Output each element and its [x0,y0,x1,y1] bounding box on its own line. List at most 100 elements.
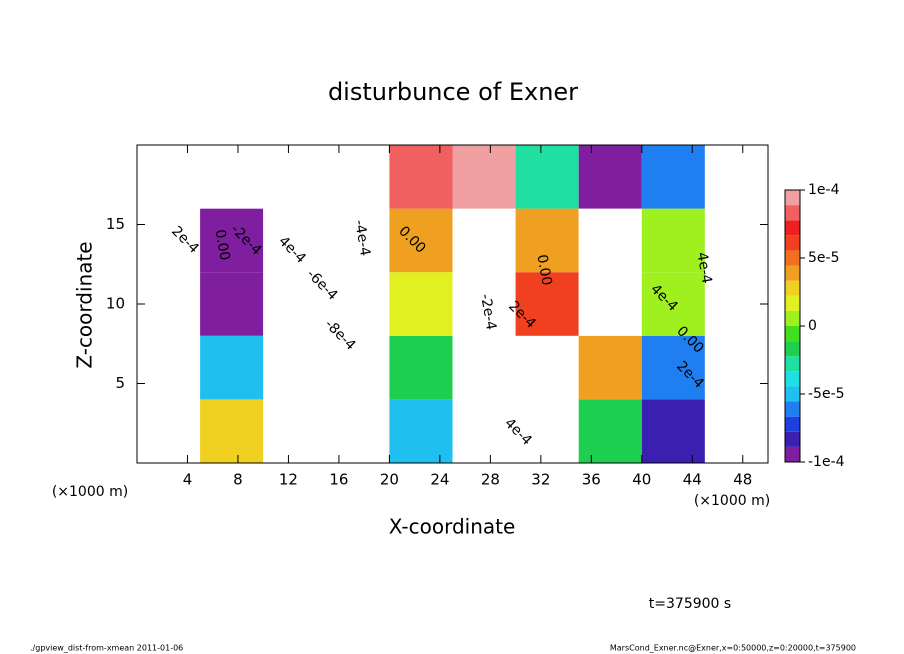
cell [200,208,264,273]
x-tick-label: 8 [233,471,243,489]
cell [326,399,390,463]
cell [704,399,768,463]
colorbar-segment [785,416,800,432]
cell [641,272,705,336]
colorbar-tick-label: -1e-4 [808,454,845,470]
colorbar-segment [785,431,800,447]
cell [326,208,390,273]
colorbar-tick-label: 1e-4 [808,182,840,198]
cell [452,399,516,463]
colorbar-segment [785,220,800,236]
cell [578,272,642,336]
cell [263,145,327,209]
x-tick-label: 32 [531,471,550,489]
cell [389,335,453,400]
colorbar-segment [785,356,800,372]
time-label: t=375900 s [649,596,731,612]
y-tick-label: 15 [106,215,125,233]
cell [263,272,327,336]
cell [452,208,516,273]
contour-label: 0.00 [211,228,232,261]
cell [641,335,705,400]
colorbar-segment [785,235,800,251]
cell [515,145,579,209]
cell [452,272,516,336]
cell [578,335,642,400]
cell [389,399,453,463]
cell [389,272,453,336]
colorbar-segment [785,371,800,387]
cell [263,399,327,463]
colorbar-tick-label: -5e-5 [808,386,845,402]
cell [200,145,264,209]
cell [326,335,390,400]
y-axis-title: Z-coordinate [73,241,97,368]
cell [578,145,642,209]
x-tick-label: 20 [380,471,399,489]
colorbar-segment [785,280,800,296]
footer-left: ./gpview_dist-from-xmean 2011-01-06 [30,644,183,653]
x-tick-label: 48 [733,471,752,489]
cell [326,145,390,209]
cell [704,272,768,336]
cell [704,145,768,209]
x-axis-title: X-coordinate [389,515,516,539]
cell [137,399,201,463]
contour-label: 0.00 [533,253,554,286]
colorbar-segment [785,190,800,206]
colorbar-segment [785,265,800,281]
colorbar-segment [785,446,800,462]
x-tick-label: 44 [683,471,702,489]
cell [263,208,327,273]
colorbar-segment [785,250,800,266]
contour-label: -4e-4 [351,219,373,258]
colorbar-segment [785,310,800,326]
cell [641,145,705,209]
cell [641,208,705,273]
cell [137,145,201,209]
cell [704,208,768,273]
cell [137,208,201,273]
colorbar-segment [785,326,800,342]
cell [578,399,642,463]
x-tick-label: 24 [430,471,449,489]
cell [515,208,579,273]
cell [452,145,516,209]
y-unit: (×1000 m) [52,484,128,500]
x-tick-label: 40 [632,471,651,489]
cell [389,145,453,209]
x-tick-label: 16 [329,471,348,489]
cell [515,272,579,336]
colorbar-tick-label: 0 [808,318,817,334]
cell [137,335,201,400]
y-tick-label: 10 [106,295,125,313]
colorbar-segment [785,205,800,221]
contour-label: 4e-4 [693,251,714,285]
colorbar-segment [785,401,800,417]
x-unit: (×1000 m) [694,493,770,509]
x-tick-label: 28 [481,471,500,489]
colorbar-segment [785,295,800,311]
colorbar-tick-label: 5e-5 [808,250,839,266]
chart-title: disturbunce of Exner [328,78,578,106]
cell [137,272,201,336]
cell [452,335,516,400]
cell [704,335,768,400]
cell [578,208,642,273]
cell [515,399,579,463]
y-tick-label: 5 [115,374,125,392]
cell [200,272,264,336]
cell [263,335,327,400]
cell [200,335,264,400]
colorbar-segment [785,341,800,357]
cell [200,399,264,463]
x-tick-label: 4 [183,471,193,489]
cell [641,399,705,463]
colorbar-segment [785,386,800,402]
contour-label: -2e-4 [477,293,499,332]
footer-right: MarsCond_Exner.nc@Exner,x=0:50000,z=0:20… [610,644,856,653]
cell [515,335,579,400]
x-tick-label: 12 [279,471,298,489]
x-tick-label: 36 [582,471,601,489]
